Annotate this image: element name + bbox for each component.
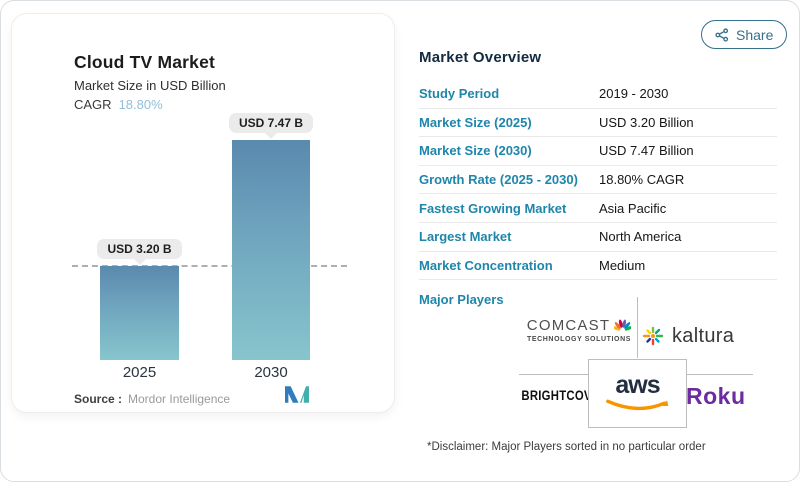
players-divider-horizontal-right: [687, 374, 753, 375]
table-row: Market Size (2025) USD 3.20 Billion: [419, 109, 777, 138]
chart-card: Cloud TV Market Market Size in USD Billi…: [11, 13, 395, 413]
overview-title: Market Overview: [419, 49, 542, 66]
aws-smile-icon: [605, 399, 668, 411]
bar-2030-value-label: USD 7.47 B: [228, 113, 314, 133]
x-axis-label-2030: 2030: [254, 364, 288, 381]
row-label: Market Size (2030): [419, 143, 532, 159]
players-divider-horizontal-left: [519, 374, 588, 375]
nbc-peacock-icon: [614, 318, 632, 331]
row-value: North America: [599, 229, 682, 245]
cagr-value: 18.80%: [118, 97, 163, 112]
overview-table: Study Period 2019 - 2030 Market Size (20…: [419, 80, 777, 281]
kaltura-logo: kaltura: [641, 324, 734, 348]
bar-2025: USD 3.20 B: [97, 239, 182, 360]
table-row: Largest Market North America: [419, 223, 777, 252]
bar-2025-rect: [100, 266, 179, 360]
roku-logo: Roku: [686, 383, 746, 410]
bar-2030: USD 7.47 B: [228, 113, 314, 360]
table-row: Growth Rate (2025 - 2030) 18.80% CAGR: [419, 166, 777, 195]
row-value: 2019 - 2030: [599, 86, 669, 102]
aws-wordmark: aws: [615, 371, 660, 399]
brightcove-logo: BRIGHTCOVE: [521, 388, 599, 403]
bar-2030-rect: [232, 140, 310, 360]
table-row: Market Size (2030) USD 7.47 Billion: [419, 137, 777, 166]
chart-title: Cloud TV Market: [74, 52, 216, 72]
source-value: Mordor Intelligence: [128, 392, 231, 406]
row-label: Market Concentration: [419, 257, 553, 273]
row-value: Asia Pacific: [599, 200, 667, 216]
bar-2030-label-pointer: [265, 133, 277, 139]
source-row: Source : Mordor Intelligence: [74, 392, 230, 406]
row-value: 18.80% CAGR: [599, 172, 685, 188]
aws-logo: aws: [588, 359, 687, 428]
table-row: Study Period 2019 - 2030: [419, 80, 777, 109]
table-row: Market Concentration Medium: [419, 252, 777, 281]
comcast-wordmark: COMCAST: [526, 317, 611, 334]
market-overview-panel: Market Overview Study Period 2019 - 2030…: [419, 41, 777, 471]
cagr-row: CAGR 18.80%: [74, 97, 163, 112]
major-players-label: Major Players: [419, 292, 504, 308]
kaltura-sun-icon: [642, 326, 664, 346]
share-nodes-icon: [715, 27, 729, 42]
bar-2025-label-pointer: [133, 259, 146, 265]
mordor-intelligence-logo-icon: [285, 386, 309, 403]
reference-dash-line: [72, 265, 347, 267]
row-value: USD 3.20 Billion: [599, 114, 694, 130]
row-label: Market Size (2025): [419, 114, 532, 130]
x-axis-label-2025: 2025: [122, 364, 157, 381]
bar-2025-value-label: USD 3.20 B: [97, 239, 182, 259]
row-label: Fastest Growing Market: [419, 200, 567, 216]
comcast-logo: COMCAST TECHNOLOGY SOLUTIONS: [519, 317, 639, 343]
cagr-label: CAGR: [74, 97, 112, 112]
kaltura-wordmark: kaltura: [672, 324, 735, 347]
players-divider-vertical: [637, 297, 638, 358]
share-button-label: Share: [736, 26, 774, 43]
row-label: Largest Market: [419, 229, 512, 245]
brightcove-wordmark: BRIGHTCOVE: [521, 388, 600, 403]
chart-subtitle: Market Size in USD Billion: [74, 78, 226, 93]
row-value: USD 7.47 Billion: [599, 143, 694, 159]
share-button[interactable]: Share: [701, 20, 788, 49]
row-value: Medium: [599, 257, 646, 273]
source-label: Source :: [74, 392, 123, 406]
disclaimer-text: *Disclaimer: Major Players sorted in no …: [427, 441, 706, 453]
table-row: Fastest Growing Market Asia Pacific: [419, 194, 777, 223]
bar-chart: USD 3.20 B USD 7.47 B: [62, 113, 347, 360]
roku-wordmark: Roku: [686, 383, 746, 409]
comcast-sub-wordmark: TECHNOLOGY SOLUTIONS: [526, 336, 632, 343]
row-label: Growth Rate (2025 - 2030): [419, 172, 578, 188]
row-label: Study Period: [419, 86, 500, 102]
